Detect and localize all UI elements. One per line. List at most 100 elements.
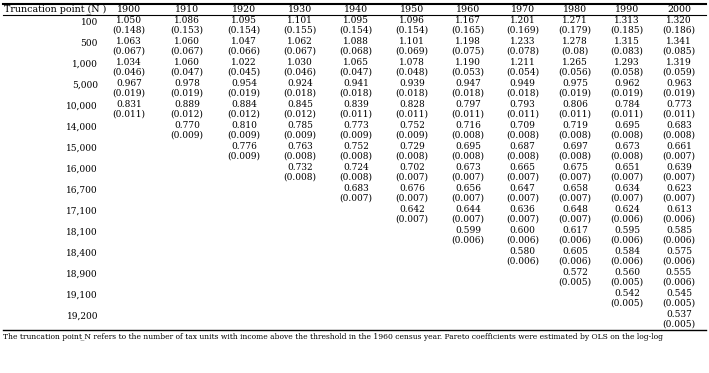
Text: (0.007): (0.007) — [662, 151, 696, 161]
Text: (0.148): (0.148) — [113, 26, 145, 35]
Text: 2000: 2000 — [667, 5, 691, 14]
Text: 1.086: 1.086 — [174, 16, 200, 25]
Text: 500: 500 — [81, 39, 98, 48]
Text: 1.190: 1.190 — [455, 59, 481, 68]
Text: (0.006): (0.006) — [559, 236, 591, 245]
Text: 0.828: 0.828 — [399, 100, 425, 109]
Text: (0.006): (0.006) — [662, 214, 696, 224]
Text: 0.542: 0.542 — [614, 289, 640, 298]
Text: 1950: 1950 — [400, 5, 424, 14]
Text: 1.271: 1.271 — [562, 16, 588, 25]
Text: 0.624: 0.624 — [614, 206, 640, 214]
Text: 0.658: 0.658 — [562, 184, 588, 193]
Text: The truncation point ̲N refers to the number of tax units with income above the : The truncation point ̲N refers to the nu… — [3, 333, 663, 341]
Text: 0.884: 0.884 — [231, 100, 257, 109]
Text: 0.673: 0.673 — [455, 163, 481, 172]
Text: 0.839: 0.839 — [343, 100, 369, 109]
Text: (0.007): (0.007) — [662, 194, 696, 203]
Text: 0.575: 0.575 — [666, 247, 692, 256]
Text: (0.165): (0.165) — [452, 26, 484, 35]
Text: 1.030: 1.030 — [287, 59, 313, 68]
Text: (0.008): (0.008) — [284, 151, 316, 161]
Text: (0.045): (0.045) — [228, 68, 261, 76]
Text: 0.595: 0.595 — [614, 226, 640, 235]
Text: (0.009): (0.009) — [396, 131, 428, 140]
Text: 0.695: 0.695 — [614, 121, 640, 131]
Text: 0.617: 0.617 — [562, 226, 588, 235]
Text: (0.019): (0.019) — [662, 89, 696, 98]
Text: 0.644: 0.644 — [455, 206, 481, 214]
Text: 1.060: 1.060 — [174, 37, 200, 46]
Text: 16,700: 16,700 — [67, 186, 98, 195]
Text: (0.005): (0.005) — [559, 278, 591, 286]
Text: (0.011): (0.011) — [610, 110, 644, 119]
Text: 1.034: 1.034 — [116, 59, 142, 68]
Text: 1.201: 1.201 — [510, 16, 535, 25]
Text: (0.056): (0.056) — [559, 68, 591, 76]
Text: 0.752: 0.752 — [343, 142, 369, 151]
Text: (0.078): (0.078) — [506, 47, 539, 56]
Text: (0.007): (0.007) — [506, 214, 539, 224]
Text: 1920: 1920 — [232, 5, 256, 14]
Text: (0.011): (0.011) — [662, 110, 696, 119]
Text: (0.009): (0.009) — [170, 131, 203, 140]
Text: (0.008): (0.008) — [452, 151, 484, 161]
Text: 0.967: 0.967 — [116, 79, 142, 88]
Text: (0.008): (0.008) — [340, 151, 372, 161]
Text: (0.007): (0.007) — [452, 194, 484, 203]
Text: 0.709: 0.709 — [510, 121, 535, 131]
Text: (0.009): (0.009) — [284, 131, 316, 140]
Text: 0.695: 0.695 — [455, 142, 481, 151]
Text: (0.169): (0.169) — [506, 26, 539, 35]
Text: (0.186): (0.186) — [662, 26, 696, 35]
Text: (0.007): (0.007) — [559, 214, 591, 224]
Text: (0.008): (0.008) — [396, 151, 428, 161]
Text: 1.022: 1.022 — [231, 59, 257, 68]
Text: (0.006): (0.006) — [452, 236, 484, 245]
Text: (0.018): (0.018) — [284, 89, 316, 98]
Text: 0.613: 0.613 — [666, 206, 692, 214]
Text: (0.185): (0.185) — [610, 26, 644, 35]
Text: 1.088: 1.088 — [343, 37, 369, 46]
Text: 1.313: 1.313 — [614, 16, 640, 25]
Text: 0.924: 0.924 — [287, 79, 313, 88]
Text: 0.941: 0.941 — [343, 79, 369, 88]
Text: Truncation point (̲N ): Truncation point (̲N ) — [4, 4, 106, 15]
Text: 0.724: 0.724 — [343, 163, 369, 172]
Text: 0.687: 0.687 — [510, 142, 535, 151]
Text: (0.006): (0.006) — [662, 278, 696, 286]
Text: 1.233: 1.233 — [510, 37, 535, 46]
Text: (0.08): (0.08) — [562, 47, 588, 56]
Text: 1.211: 1.211 — [510, 59, 535, 68]
Text: (0.006): (0.006) — [506, 257, 539, 266]
Text: 1.278: 1.278 — [562, 37, 588, 46]
Text: 0.806: 0.806 — [562, 100, 588, 109]
Text: (0.067): (0.067) — [113, 47, 145, 56]
Text: 0.697: 0.697 — [562, 142, 588, 151]
Text: 0.683: 0.683 — [343, 184, 369, 193]
Text: (0.069): (0.069) — [396, 47, 428, 56]
Text: 0.676: 0.676 — [399, 184, 425, 193]
Text: (0.007): (0.007) — [396, 194, 428, 203]
Text: 0.962: 0.962 — [614, 79, 640, 88]
Text: (0.006): (0.006) — [662, 236, 696, 245]
Text: (0.011): (0.011) — [113, 110, 145, 119]
Text: (0.011): (0.011) — [506, 110, 539, 119]
Text: (0.007): (0.007) — [452, 214, 484, 224]
Text: 1.047: 1.047 — [231, 37, 257, 46]
Text: (0.006): (0.006) — [662, 257, 696, 266]
Text: (0.008): (0.008) — [662, 131, 696, 140]
Text: 0.975: 0.975 — [562, 79, 588, 88]
Text: (0.012): (0.012) — [284, 110, 316, 119]
Text: 1.293: 1.293 — [614, 59, 640, 68]
Text: 1.101: 1.101 — [399, 37, 425, 46]
Text: 1990: 1990 — [615, 5, 639, 14]
Text: (0.007): (0.007) — [559, 194, 591, 203]
Text: (0.019): (0.019) — [559, 89, 591, 98]
Text: (0.154): (0.154) — [396, 26, 428, 35]
Text: 0.978: 0.978 — [174, 79, 200, 88]
Text: (0.083): (0.083) — [610, 47, 644, 56]
Text: 0.634: 0.634 — [614, 184, 640, 193]
Text: (0.006): (0.006) — [610, 236, 644, 245]
Text: 16,000: 16,000 — [67, 165, 98, 174]
